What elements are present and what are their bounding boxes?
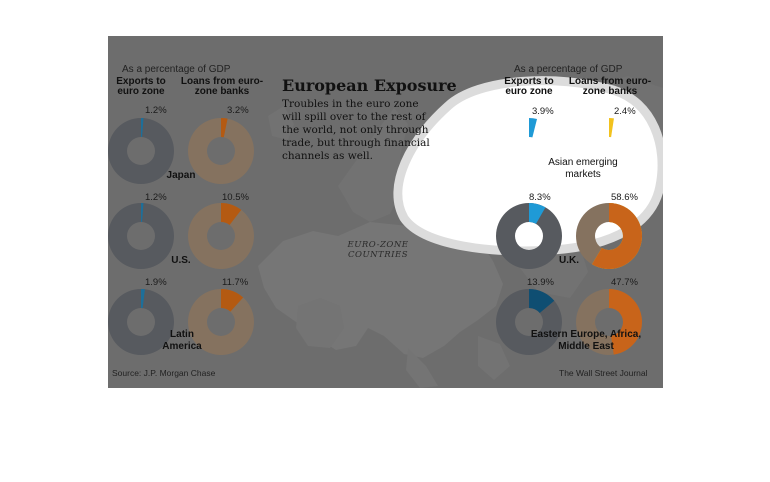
- pct-asia-exports: 3.9%: [532, 106, 554, 117]
- donut-slice-japan-loans: [221, 118, 228, 138]
- donut-slice-us-loans: [221, 203, 242, 225]
- donut-slice-latam-exports: [141, 289, 145, 309]
- region-eastern-europe-africa-middle-east: Eastern Europe, Africa, Middle East: [530, 329, 642, 352]
- donut-slice-japan-exports: [141, 118, 144, 138]
- donut-bg-latam-exports: [108, 289, 174, 355]
- donut-bg-us-loans: [188, 203, 254, 269]
- chart-figure: As a percentage of GDP As a percentage o…: [108, 36, 663, 388]
- pct-latam-exports: 1.9%: [145, 277, 167, 288]
- pie-charts-layer: [108, 118, 642, 356]
- pct-uk-exports: 8.3%: [529, 192, 551, 203]
- map-label-euro-zone: EURO-ZONE COUNTRIES: [347, 240, 409, 260]
- donut-slice-eeurope-loans: [609, 289, 642, 355]
- col-exports-left: Exports to euro zone: [116, 76, 166, 97]
- source-note: Source: J.P. Morgan Chase: [112, 368, 216, 378]
- pct-japan-exports: 1.2%: [145, 105, 167, 116]
- chart-title: European Exposure: [282, 76, 457, 95]
- pct-uk-loans: 58.6%: [611, 192, 638, 203]
- col-loans-right: Loans from euro-zone banks: [568, 76, 652, 97]
- donut-slice-asia-exports: [529, 118, 538, 138]
- donut-slice-us-exports: [141, 203, 144, 223]
- donut-slice-eeurope-exports: [529, 289, 555, 314]
- pct-us-exports: 1.2%: [145, 192, 167, 203]
- donut-bg-latam-loans: [188, 289, 254, 355]
- region-japan: Japan: [166, 170, 196, 181]
- donut-bg-uk-exports: [496, 203, 562, 269]
- header-right: As a percentage of GDP: [514, 64, 623, 75]
- pct-us-loans: 10.5%: [222, 192, 249, 203]
- donut-bg-japan-loans: [188, 118, 254, 184]
- pct-japan-loans: 3.2%: [227, 105, 249, 116]
- donut-slice-latam-loans: [221, 289, 244, 312]
- header-left: As a percentage of GDP: [122, 64, 231, 75]
- donut-bg-us-exports: [108, 203, 174, 269]
- pct-latam-loans: 11.7%: [222, 277, 249, 288]
- pct-asia-loans: 2.4%: [614, 106, 636, 117]
- donut-slice-asia-loans: [609, 118, 614, 138]
- donut-slice-uk-exports: [529, 203, 546, 224]
- region-us: U.S.: [171, 255, 191, 266]
- col-exports-right: Exports to euro zone: [504, 76, 554, 97]
- donut-bg-japan-exports: [108, 118, 174, 184]
- pct-eeurope-loans: 47.7%: [611, 277, 638, 288]
- pct-eeurope-exports: 13.9%: [527, 277, 554, 288]
- donut-slice-uk-loans-main: [592, 203, 642, 269]
- col-loans-left: Loans from euro-zone banks: [180, 76, 264, 97]
- region-latin-america: Latin America: [162, 329, 202, 352]
- region-uk: U.K.: [559, 255, 579, 266]
- chart-subtitle: Troubles in the euro zone will spill ove…: [282, 98, 430, 162]
- region-asian-emerging-markets: Asian emerging markets: [548, 157, 618, 180]
- credit-note: The Wall Street Journal: [559, 368, 648, 378]
